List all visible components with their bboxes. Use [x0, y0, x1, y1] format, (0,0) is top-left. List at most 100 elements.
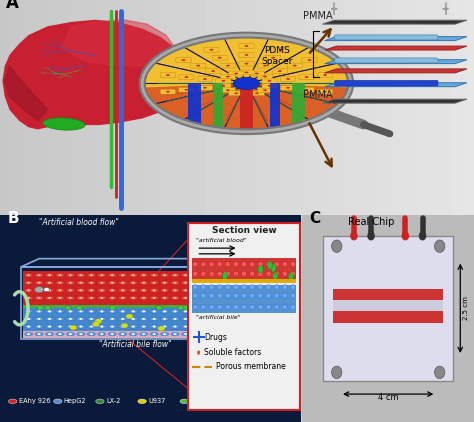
Ellipse shape — [56, 332, 64, 336]
Circle shape — [308, 59, 311, 61]
Ellipse shape — [77, 289, 85, 292]
Circle shape — [27, 282, 30, 284]
FancyBboxPatch shape — [335, 80, 438, 86]
Ellipse shape — [283, 262, 287, 267]
Ellipse shape — [192, 284, 198, 289]
Ellipse shape — [192, 273, 200, 277]
Ellipse shape — [77, 325, 85, 328]
Ellipse shape — [56, 325, 64, 328]
Ellipse shape — [266, 284, 271, 289]
Circle shape — [194, 274, 198, 276]
Ellipse shape — [266, 293, 271, 298]
Circle shape — [226, 282, 229, 284]
Ellipse shape — [108, 289, 117, 292]
Ellipse shape — [291, 293, 296, 298]
Ellipse shape — [258, 293, 263, 298]
Circle shape — [90, 333, 93, 335]
Ellipse shape — [9, 399, 17, 403]
Circle shape — [142, 318, 145, 320]
Ellipse shape — [244, 281, 253, 284]
Circle shape — [111, 325, 114, 327]
Circle shape — [58, 325, 62, 327]
Circle shape — [95, 319, 102, 324]
Ellipse shape — [244, 309, 253, 313]
Circle shape — [215, 297, 219, 299]
Circle shape — [332, 366, 342, 379]
Circle shape — [142, 282, 145, 284]
Circle shape — [205, 333, 208, 335]
Ellipse shape — [209, 262, 214, 267]
Bar — [188, 84, 201, 129]
Circle shape — [132, 297, 135, 299]
Ellipse shape — [46, 281, 54, 284]
Bar — [213, 84, 223, 129]
Ellipse shape — [87, 325, 96, 328]
Circle shape — [69, 289, 72, 291]
FancyBboxPatch shape — [335, 35, 438, 40]
Ellipse shape — [129, 296, 137, 300]
Circle shape — [80, 310, 82, 312]
Ellipse shape — [139, 296, 148, 300]
Ellipse shape — [24, 309, 33, 313]
Ellipse shape — [35, 281, 43, 284]
Circle shape — [90, 297, 93, 299]
Circle shape — [268, 80, 272, 82]
Circle shape — [245, 63, 248, 65]
Circle shape — [215, 333, 219, 335]
Circle shape — [48, 333, 51, 335]
Circle shape — [247, 325, 250, 327]
Circle shape — [111, 310, 114, 312]
Ellipse shape — [192, 293, 198, 298]
Wedge shape — [146, 84, 347, 130]
Circle shape — [37, 282, 41, 284]
Circle shape — [173, 310, 177, 312]
Circle shape — [184, 325, 187, 327]
Ellipse shape — [56, 309, 64, 313]
Text: PMMA: PMMA — [303, 89, 333, 100]
Circle shape — [205, 325, 208, 327]
Ellipse shape — [160, 332, 169, 336]
Circle shape — [153, 297, 155, 299]
Ellipse shape — [202, 317, 210, 321]
Circle shape — [194, 318, 198, 320]
Ellipse shape — [201, 293, 206, 298]
Text: "Artificial bile flow": "Artificial bile flow" — [99, 340, 172, 349]
Wedge shape — [224, 37, 269, 84]
Circle shape — [257, 274, 259, 276]
Ellipse shape — [171, 281, 179, 284]
Ellipse shape — [160, 273, 169, 277]
Ellipse shape — [138, 399, 146, 403]
Ellipse shape — [160, 317, 169, 321]
Ellipse shape — [242, 271, 246, 276]
Circle shape — [80, 282, 82, 284]
Ellipse shape — [192, 271, 198, 276]
Circle shape — [90, 282, 93, 284]
Ellipse shape — [213, 317, 221, 321]
Circle shape — [273, 272, 278, 280]
Circle shape — [182, 59, 185, 61]
FancyBboxPatch shape — [302, 58, 317, 62]
Circle shape — [226, 65, 230, 67]
Ellipse shape — [233, 284, 238, 289]
Ellipse shape — [202, 289, 210, 292]
Circle shape — [232, 268, 233, 271]
Circle shape — [121, 310, 124, 312]
Text: Porous membrane: Porous membrane — [216, 362, 285, 371]
Ellipse shape — [66, 296, 75, 300]
Circle shape — [27, 325, 30, 327]
Circle shape — [100, 318, 103, 320]
Circle shape — [45, 306, 51, 310]
Circle shape — [305, 76, 309, 78]
Circle shape — [48, 310, 51, 312]
Ellipse shape — [225, 271, 230, 276]
Ellipse shape — [192, 317, 200, 321]
Circle shape — [100, 274, 103, 276]
Ellipse shape — [24, 296, 33, 300]
Ellipse shape — [160, 296, 169, 300]
Ellipse shape — [129, 281, 137, 284]
Circle shape — [27, 297, 30, 299]
Text: 4 cm: 4 cm — [378, 393, 399, 402]
Ellipse shape — [192, 309, 200, 313]
Circle shape — [263, 89, 267, 91]
Ellipse shape — [266, 304, 271, 310]
